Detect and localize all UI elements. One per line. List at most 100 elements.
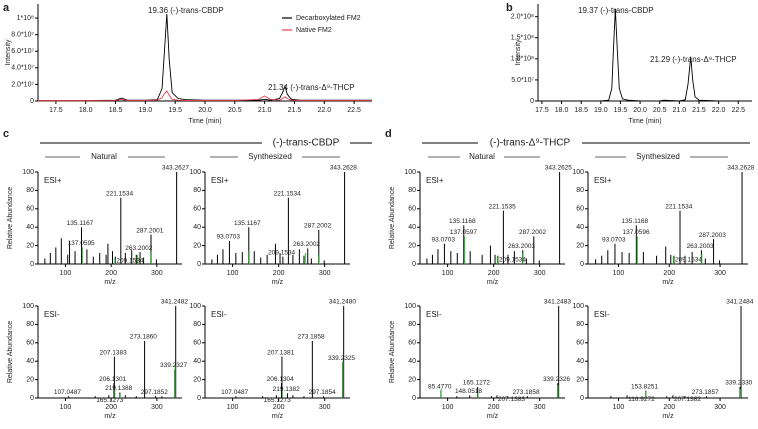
ion-mode: ESI-: [211, 310, 227, 319]
peak-label: 221.1534: [106, 190, 133, 197]
ion-mode: ESI-: [44, 310, 60, 319]
y-tick-label: 40: [26, 358, 34, 365]
peak-label: 339.2326: [543, 376, 570, 383]
x-tick-label: 19.0: [594, 107, 608, 114]
peak-label: 343.2627: [162, 165, 189, 172]
x-tick-label: 300: [151, 404, 163, 411]
x-tick-label: 19.5: [614, 107, 628, 114]
peak-label: 221.1535: [489, 203, 516, 210]
peak-label: 165.1273: [96, 397, 123, 404]
y-tick-label: 0: [30, 261, 34, 268]
peak-label: 263.2003: [508, 243, 535, 250]
y-tick-label: 2.0*10⁸: [511, 13, 534, 20]
y-tick-label: 0: [30, 395, 34, 402]
y-axis-label: Relative Abundance: [389, 187, 396, 249]
x-axis-label: m/z: [487, 413, 499, 420]
ion-mode: ESI+: [44, 176, 62, 185]
x-tick-label: 200: [663, 270, 675, 277]
x-axis-label: Time (min): [628, 118, 661, 125]
x-axis-label: m/z: [662, 279, 674, 286]
peak-label: 107.0487: [221, 389, 248, 396]
y-tick-label: 40: [26, 224, 34, 231]
x-tick-label: 100: [227, 270, 239, 277]
panel-label: b: [506, 2, 513, 14]
x-tick-label: 100: [442, 270, 454, 277]
peak-label: 85.4770: [428, 383, 452, 390]
ion-mode: ESI+: [426, 176, 444, 185]
peak-label: 137.0597: [450, 229, 477, 236]
panel-label: a: [3, 2, 10, 14]
peak-label: 273.1857: [692, 389, 719, 396]
peak-label: 116.9272: [628, 396, 655, 403]
y-tick-label: 0: [580, 261, 584, 268]
x-tick-label: 18.5: [109, 107, 123, 114]
peak-label: 341.2482: [161, 299, 188, 306]
x-tick-label: 21.0: [673, 107, 687, 114]
peak-label: 207.1382: [674, 396, 701, 403]
y-tick-label: 20: [576, 242, 584, 249]
y-tick-label: 60: [193, 340, 201, 347]
x-tick-label: 100: [442, 404, 454, 411]
x-tick-label: 200: [488, 270, 500, 277]
y-tick-label: 100: [189, 169, 201, 176]
peak-label: 341.2480: [329, 299, 356, 306]
y-tick-label: 80: [576, 187, 584, 194]
line-series: [538, 9, 752, 102]
x-tick-label: 100: [613, 404, 625, 411]
peak-label: 297.1854: [309, 389, 336, 396]
x-tick-label: 100: [613, 270, 625, 277]
group-title: Natural: [469, 152, 495, 161]
y-tick-label: 100: [22, 303, 34, 310]
peak-label: 209.1534: [675, 256, 702, 263]
y-tick-label: 100: [404, 303, 416, 310]
group-title: Synthesized: [248, 152, 292, 161]
x-axis-label: Time (min): [188, 118, 221, 125]
peak-label: 207.1381: [267, 349, 294, 356]
y-tick-label: 40: [576, 358, 584, 365]
peak-label: 137.0595: [68, 240, 95, 247]
y-tick-label: 4.0*10⁷: [11, 65, 34, 72]
x-tick-label: 300: [319, 404, 331, 411]
y-tick-label: 80: [408, 187, 416, 194]
ion-mode: ESI+: [211, 176, 229, 185]
x-tick-label: 17.5: [535, 107, 549, 114]
peak-label: 273.1858: [298, 334, 325, 341]
peak-label: 206.1304: [267, 376, 294, 383]
section-title: (-)-trans-CBDP: [273, 138, 340, 149]
y-tick-label: 0: [412, 395, 416, 402]
peak-label: 297.1852: [141, 389, 168, 396]
y-tick-label: 60: [576, 206, 584, 213]
y-tick-label: 100: [572, 169, 584, 176]
y-tick-label: 60: [26, 340, 34, 347]
peak-label: 339.2327: [160, 362, 187, 369]
peak-label: 209.1534: [499, 256, 526, 263]
y-tick-label: 2.0*10⁷: [11, 81, 34, 88]
y-tick-label: 60: [408, 206, 416, 213]
peak-label: 263.2002: [125, 245, 152, 252]
peak-label: 209.1534: [116, 257, 143, 264]
y-axis-label: Relative Abundance: [389, 321, 396, 383]
x-tick-label: 20.0: [633, 107, 647, 114]
x-axis-label: m/z: [272, 413, 284, 420]
x-tick-label: 22.0: [712, 107, 726, 114]
y-tick-label: 80: [26, 187, 34, 194]
x-tick-label: 300: [714, 270, 726, 277]
peak-label: 93.0703: [602, 236, 626, 243]
legend-label: Decarboxylated FM2: [296, 15, 361, 22]
y-tick-label: 6.0*10⁷: [11, 48, 34, 55]
y-tick-label: 100: [22, 169, 34, 176]
y-tick-label: 80: [408, 321, 416, 328]
peak-label: 93.0703: [431, 236, 455, 243]
peak-label: 209.1534: [268, 249, 295, 256]
peak-label: 153.8251: [631, 383, 658, 390]
y-axis-label: Intensity: [5, 39, 12, 66]
x-tick-label: 19.0: [139, 107, 153, 114]
peak-label: 343.2628: [727, 165, 754, 172]
x-tick-label: 200: [105, 270, 117, 277]
peak-label: 287.2001: [136, 227, 163, 234]
y-tick-label: 20: [193, 242, 201, 249]
y-tick-label: 20: [26, 242, 34, 249]
peak-label: 341.2483: [544, 299, 571, 306]
x-tick-label: 100: [60, 404, 72, 411]
